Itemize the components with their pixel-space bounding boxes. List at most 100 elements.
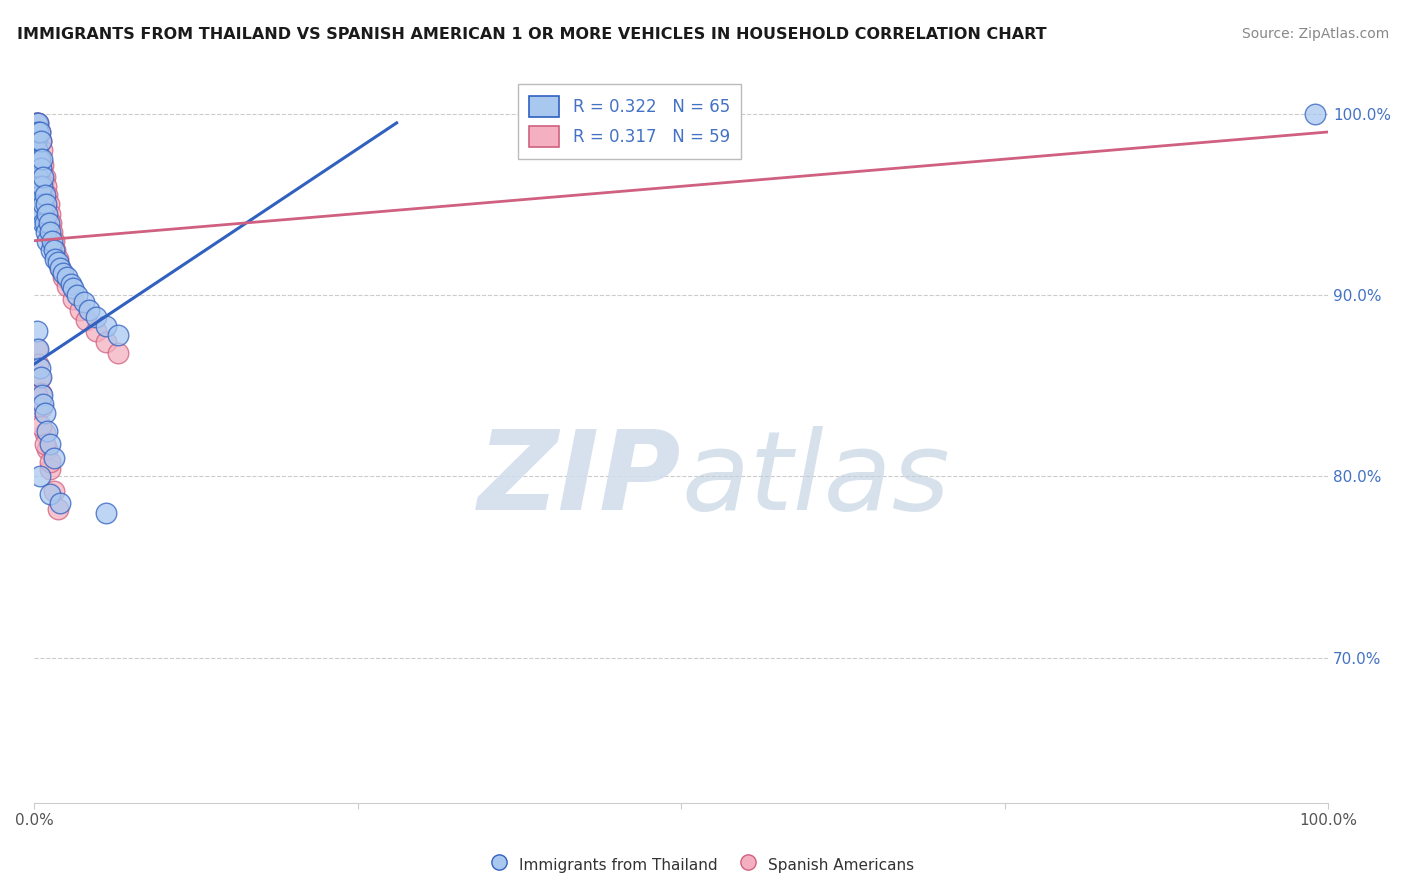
Point: [62, 281, 84, 295]
Point: [30, 161, 52, 176]
Point: [25, 116, 48, 130]
Point: [94, 335, 117, 350]
Point: [24, 134, 46, 148]
Legend: R = 0.322   N = 65, R = 0.317   N = 59: R = 0.322 N = 65, R = 0.317 N = 59: [517, 84, 741, 159]
Point: [94, 506, 117, 520]
Point: [24, 125, 46, 139]
Text: ZIP: ZIP: [478, 426, 682, 533]
Point: [27, 401, 49, 415]
Point: [37, 234, 59, 248]
Point: [31, 143, 53, 157]
Text: IMMIGRANTS FROM THAILAND VS SPANISH AMERICAN 1 OR MORE VEHICLES IN HOUSEHOLD COR: IMMIGRANTS FROM THAILAND VS SPANISH AMER…: [17, 27, 1046, 42]
Point: [46, 252, 69, 266]
Point: [28, 179, 51, 194]
Point: [34, 170, 56, 185]
Point: [25, 343, 48, 357]
Point: [31, 401, 53, 415]
Point: [52, 269, 75, 284]
Point: [27, 152, 49, 166]
Point: [75, 313, 97, 327]
Point: [25, 161, 48, 176]
Point: [31, 388, 53, 402]
Point: [44, 252, 66, 266]
Point: [49, 496, 72, 510]
Point: [34, 425, 56, 440]
Point: [42, 483, 65, 498]
Point: [28, 360, 51, 375]
Point: [24, 134, 46, 148]
Point: [38, 436, 60, 450]
Point: [27, 188, 49, 202]
Point: [34, 436, 56, 450]
Point: [30, 134, 52, 148]
Point: [28, 371, 51, 385]
Point: [46, 502, 69, 516]
Point: [24, 152, 46, 166]
Point: [38, 197, 60, 211]
Point: [32, 158, 55, 172]
Point: [28, 125, 51, 139]
Point: [37, 206, 59, 220]
Point: [27, 116, 49, 130]
Point: [38, 225, 60, 239]
Point: [94, 318, 117, 333]
Point: [38, 206, 60, 220]
Point: [35, 197, 58, 211]
Point: [30, 206, 52, 220]
Point: [34, 197, 56, 211]
Point: [37, 442, 59, 456]
Point: [32, 183, 55, 197]
Point: [32, 216, 55, 230]
Point: [27, 179, 49, 194]
Point: [49, 260, 72, 275]
Point: [24, 116, 46, 130]
Point: [38, 487, 60, 501]
Point: [25, 116, 48, 130]
Point: [27, 125, 49, 139]
Point: [28, 152, 51, 166]
Point: [42, 234, 65, 248]
Point: [38, 462, 60, 476]
Point: [107, 346, 129, 360]
Point: [62, 292, 84, 306]
Point: [59, 277, 82, 292]
Point: [31, 179, 53, 194]
Point: [27, 179, 49, 194]
Point: [42, 243, 65, 257]
Point: [52, 266, 75, 280]
Point: [66, 288, 89, 302]
Point: [31, 197, 53, 211]
Point: [25, 143, 48, 157]
Point: [28, 152, 51, 166]
Point: [86, 310, 108, 324]
Point: [72, 295, 94, 310]
Point: [30, 418, 52, 433]
Point: [31, 206, 53, 220]
Point: [32, 397, 55, 411]
Point: [77, 302, 100, 317]
Point: [31, 152, 53, 166]
Point: [28, 469, 51, 483]
Point: [25, 170, 48, 185]
Point: [27, 161, 49, 176]
Point: [44, 243, 66, 257]
Text: Source: ZipAtlas.com: Source: ZipAtlas.com: [1241, 27, 1389, 41]
Point: [55, 279, 77, 293]
Point: [25, 324, 48, 338]
Point: [41, 234, 63, 248]
Point: [24, 152, 46, 166]
Point: [25, 170, 48, 185]
Point: [32, 197, 55, 211]
Legend: Immigrants from Thailand, Spanish Americans: Immigrants from Thailand, Spanish Americ…: [485, 849, 921, 880]
Point: [69, 302, 91, 317]
Point: [30, 188, 52, 202]
Point: [1303, 107, 1326, 121]
Point: [49, 260, 72, 275]
Point: [46, 255, 69, 269]
Point: [30, 134, 52, 148]
Point: [86, 324, 108, 338]
Point: [34, 216, 56, 230]
Point: [30, 188, 52, 202]
Point: [27, 357, 49, 371]
Point: [25, 134, 48, 148]
